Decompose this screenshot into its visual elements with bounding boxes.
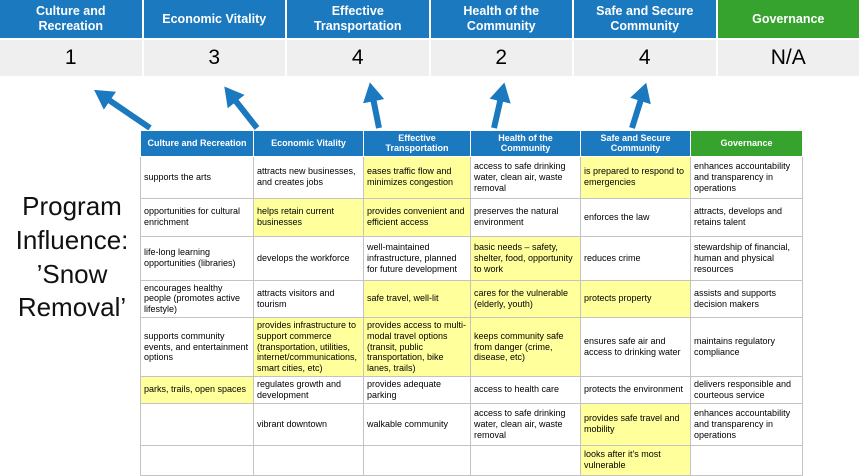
matrix-cell-r7-c4: access to safe drinking water, clean air… [471, 403, 581, 445]
matrix-cell-r5-c1: supports community events, and entertain… [141, 318, 254, 377]
matrix-cell-r1-c1: supports the arts [141, 156, 254, 198]
matrix-cell-r8-c1 [141, 445, 254, 475]
matrix-header-effective-transportation: Effective Transportation [364, 131, 471, 157]
matrix-cell-r5-c4: keeps community safe from danger (crime,… [471, 318, 581, 377]
matrix-cell-r4-c3: safe travel, well-lit [364, 280, 471, 317]
matrix-header-health-of-the-community: Health of the Community [471, 131, 581, 157]
matrix-cell-r4-c2: attracts visitors and tourism [254, 280, 364, 317]
matrix-header-safe-and-secure-community: Safe and Secure Community [581, 131, 691, 157]
matrix-cell-r1-c6: enhances accountability and transparency… [691, 156, 803, 198]
matrix-cell-r8-c3 [364, 445, 471, 475]
score-arrows [0, 78, 859, 130]
up-arrow-icon-2 [231, 95, 257, 128]
pillar-score-effective-transportation: 4 [287, 40, 431, 76]
matrix-cell-r6-c5: protects the environment [581, 377, 691, 404]
matrix-cell-r6-c4: access to health care [471, 377, 581, 404]
matrix-cell-r6-c2: regulates growth and development [254, 377, 364, 404]
pillar-header-economic-vitality: Economic Vitality [144, 0, 288, 38]
matrix-header-governance: Governance [691, 131, 803, 157]
matrix-cell-r8-c5: looks after it's most vulnerable [581, 445, 691, 475]
pillar-score-economic-vitality: 3 [144, 40, 288, 76]
matrix-cell-r2-c4: preserves the natural environment [471, 198, 581, 236]
matrix-cell-r3-c5: reduces crime [581, 236, 691, 280]
pillar-score-governance: N/A [718, 40, 859, 76]
matrix-row-3: life-long learning opportunities (librar… [141, 236, 803, 280]
pillar-score-health-of-the-community: 2 [431, 40, 575, 76]
matrix-cell-r2-c1: opportunities for cultural enrichment [141, 198, 254, 236]
matrix-cell-r7-c3: walkable community [364, 403, 471, 445]
matrix-cell-r7-c5: provides safe travel and mobility [581, 403, 691, 445]
matrix-cell-r6-c1: parks, trails, open spaces [141, 377, 254, 404]
matrix-cell-r5-c3: provides access to multi-modal travel op… [364, 318, 471, 377]
pillar-score-culture-and-recreation: 1 [0, 40, 144, 76]
matrix-cell-r2-c3: provides convenient and efficient access [364, 198, 471, 236]
matrix-cell-r7-c6: enhances accountability and transparency… [691, 403, 803, 445]
matrix-cell-r8-c6 [691, 445, 803, 475]
matrix-row-4: encourages healthy people (promotes acti… [141, 280, 803, 317]
matrix-cell-r6-c6: delivers responsible and courteous servi… [691, 377, 803, 404]
matrix-cell-r3-c3: well-maintained infrastructure, planned … [364, 236, 471, 280]
program-title: Program Influence: ’Snow Removal’ [2, 190, 142, 325]
matrix-cell-r4-c1: encourages healthy people (promotes acti… [141, 280, 254, 317]
matrix-header-economic-vitality: Economic Vitality [254, 131, 364, 157]
pillar-header-governance: Governance [718, 0, 859, 38]
matrix-cell-r1-c5: is prepared to respond to emergencies [581, 156, 691, 198]
up-arrow-icon-1 [103, 96, 150, 128]
matrix-cell-r1-c4: access to safe drinking water, clean air… [471, 156, 581, 198]
matrix-cell-r6-c3: provides adequate parking [364, 377, 471, 404]
matrix-cell-r7-c1 [141, 403, 254, 445]
matrix-cell-r5-c6: maintains regulatory compliance [691, 318, 803, 377]
matrix-header-culture-and-recreation: Culture and Recreation [141, 131, 254, 157]
matrix-row-8: looks after it's most vulnerable [141, 445, 803, 475]
pillar-header-health-of-the-community: Health of the Community [431, 0, 575, 38]
matrix-cell-r4-c5: protects property [581, 280, 691, 317]
matrix-cell-r3-c2: develops the workforce [254, 236, 364, 280]
matrix-cell-r5-c5: ensures safe air and access to drinking … [581, 318, 691, 377]
matrix-cell-r8-c2 [254, 445, 364, 475]
matrix-cell-r2-c5: enforces the law [581, 198, 691, 236]
up-arrow-icon-3 [372, 93, 379, 128]
matrix-cell-r3-c1: life-long learning opportunities (librar… [141, 236, 254, 280]
pillar-score-safe-and-secure-community: 4 [574, 40, 718, 76]
up-arrow-icon-5 [632, 93, 643, 128]
pillar-header-effective-transportation: Effective Transportation [287, 0, 431, 38]
matrix-cell-r3-c6: stewardship of financial, human and phys… [691, 236, 803, 280]
matrix-cell-r4-c6: assists and supports decision makers [691, 280, 803, 317]
pillar-header-safe-and-secure-community: Safe and Secure Community [574, 0, 718, 38]
matrix-cell-r1-c2: attracts new businesses, and creates job… [254, 156, 364, 198]
up-arrow-icon-4 [494, 93, 502, 128]
pillar-header-culture-and-recreation: Culture and Recreation [0, 0, 144, 38]
matrix-cell-r2-c2: helps retain current businesses [254, 198, 364, 236]
matrix-cell-r3-c4: basic needs – safety, shelter, food, opp… [471, 236, 581, 280]
matrix-cell-r8-c4 [471, 445, 581, 475]
matrix-cell-r2-c6: attracts, develops and retains talent [691, 198, 803, 236]
matrix-row-5: supports community events, and entertain… [141, 318, 803, 377]
matrix-cell-r4-c4: cares for the vulnerable (elderly, youth… [471, 280, 581, 317]
matrix-cell-r7-c2: vibrant downtown [254, 403, 364, 445]
matrix-cell-r1-c3: eases traffic flow and minimizes congest… [364, 156, 471, 198]
matrix-cell-r5-c2: provides infrastructure to support comme… [254, 318, 364, 377]
